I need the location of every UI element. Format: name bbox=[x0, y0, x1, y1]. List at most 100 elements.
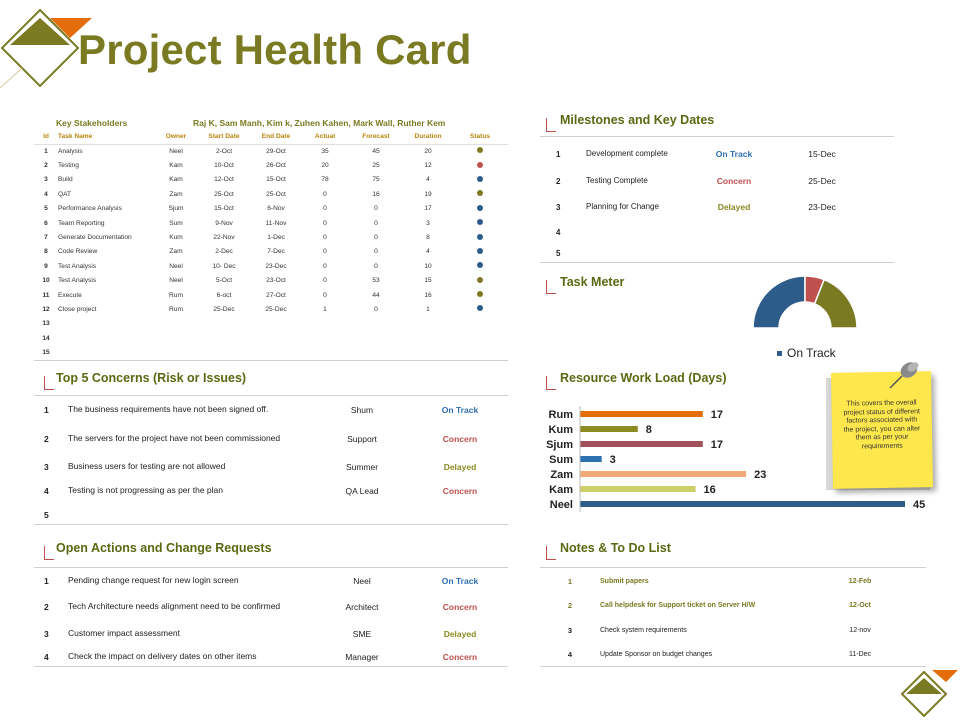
task-forecast: 0 bbox=[374, 219, 378, 227]
concerns-divider-bottom bbox=[34, 524, 508, 525]
task-start-date: 25-Oct bbox=[214, 190, 234, 198]
note-number: 1 bbox=[567, 576, 573, 586]
action-owner: Manager bbox=[345, 652, 379, 662]
task-id: 3 bbox=[44, 176, 48, 184]
task-task-name: Execute bbox=[58, 291, 82, 299]
workload-category-label: Zam bbox=[550, 469, 573, 481]
task-task-name: Test Analysis bbox=[58, 262, 97, 270]
task-task-name bbox=[58, 317, 154, 331]
workload-bar bbox=[580, 486, 696, 492]
task-actual: 0 bbox=[323, 262, 327, 270]
task-task-name: Close project bbox=[58, 305, 97, 313]
concern-status: Delayed bbox=[443, 462, 477, 472]
task-actual bbox=[302, 331, 348, 345]
milestone-number: 3 bbox=[556, 202, 561, 212]
note-date: 12-nov bbox=[849, 626, 871, 634]
page-title: Project Health Card bbox=[78, 26, 472, 73]
task-owner: Kum bbox=[169, 234, 183, 242]
workload-value-label: 23 bbox=[754, 469, 766, 481]
task-forecast: 0 bbox=[374, 234, 378, 242]
task-task-name bbox=[58, 345, 154, 359]
task-start-date bbox=[198, 317, 250, 331]
note-text: Call helpdesk for Support ticket on Serv… bbox=[600, 601, 756, 609]
task-meter-legend: On Track bbox=[777, 346, 836, 360]
col-duration: Duration bbox=[404, 129, 452, 145]
concern-text: The business requirements have not been … bbox=[68, 404, 269, 415]
task-end-date: 25-Dec bbox=[265, 305, 287, 313]
task-row: 6 Team Reporting Sum 9-Nov 11-Nov 0 0 3 bbox=[34, 216, 508, 230]
task-row: 5 Performance Analysis Sjum 15-Oct 6-Nov 0 0 17 bbox=[34, 202, 508, 216]
task-owner: Sum bbox=[169, 219, 183, 227]
task-status bbox=[452, 158, 508, 172]
task-id: 15 bbox=[42, 349, 50, 357]
milestone-status: Concern bbox=[716, 176, 752, 186]
task-owner: Zam bbox=[169, 190, 183, 198]
milestone-name: Development complete bbox=[586, 148, 668, 158]
task-end-date: 23-Oct bbox=[266, 277, 286, 285]
action-owner: SME bbox=[352, 629, 372, 639]
milestone-row: 3 Planning for Change Delayed 23-Dec bbox=[556, 194, 894, 220]
milestone-status: On Track bbox=[715, 149, 753, 159]
task-table: Id Task Name Owner Start Date End Date A… bbox=[34, 129, 508, 361]
milestone-number: 1 bbox=[556, 149, 561, 159]
task-end-date: 6-Nov bbox=[267, 205, 285, 213]
concerns-divider-top bbox=[34, 395, 508, 396]
workload-bar bbox=[580, 471, 747, 477]
col-status: Status bbox=[452, 129, 508, 145]
status-dot-icon bbox=[477, 190, 483, 197]
status-dot-icon bbox=[477, 161, 483, 168]
milestones-bracket bbox=[546, 118, 556, 132]
actions-divider-top bbox=[34, 567, 508, 568]
actions-divider-bottom bbox=[34, 666, 508, 667]
task-owner: Neel bbox=[169, 277, 183, 285]
task-id: 10 bbox=[42, 277, 50, 285]
task-forecast: 0 bbox=[374, 248, 378, 256]
status-dot-icon bbox=[477, 147, 483, 154]
task-forecast bbox=[348, 331, 404, 345]
notes-heading: Notes & To Do List bbox=[560, 541, 671, 555]
col-task-name: Task Name bbox=[58, 129, 154, 145]
task-start-date: 2-Dec bbox=[215, 248, 233, 256]
workload-category-label: Neel bbox=[550, 499, 573, 511]
task-table-header: Id Task Name Owner Start Date End Date A… bbox=[34, 129, 508, 145]
task-row: 13 bbox=[34, 317, 508, 331]
task-row: 1 Analysis Neel 2-Oct 29-Oct 35 45 20 bbox=[34, 144, 508, 158]
task-owner bbox=[154, 345, 198, 359]
task-end-date: 11-Nov bbox=[265, 219, 287, 227]
task-task-name bbox=[58, 331, 154, 345]
task-duration: 19 bbox=[424, 190, 432, 198]
task-end-date: 1-Dec bbox=[267, 234, 285, 242]
task-row: 3 Build Kam 12-Oct 15-Oct 78 75 4 bbox=[34, 173, 508, 187]
workload-bracket bbox=[546, 376, 556, 390]
workload-bar bbox=[580, 426, 638, 432]
task-end-date bbox=[250, 317, 302, 331]
workload-heading: Resource Work Load (Days) bbox=[560, 371, 727, 385]
col-forecast: Forecast bbox=[348, 129, 404, 145]
pushpin-icon bbox=[889, 362, 919, 389]
concerns-bracket bbox=[44, 376, 54, 390]
task-task-name: Performance Analysis bbox=[58, 205, 122, 213]
task-duration: 16 bbox=[424, 291, 432, 299]
task-start-date: 10-Oct bbox=[214, 162, 234, 170]
milestone-row: 5 bbox=[556, 244, 894, 262]
action-text: Tech Architecture needs alignment need t… bbox=[68, 601, 281, 612]
note-text: Check system requirements bbox=[600, 626, 687, 634]
sticky-note-text: This covers the overall project status o… bbox=[843, 399, 921, 451]
actions-bracket bbox=[44, 546, 54, 560]
task-task-name: Code Review bbox=[58, 248, 98, 256]
milestone-number: 4 bbox=[556, 227, 561, 237]
task-duration: 4 bbox=[426, 176, 430, 184]
task-id: 1 bbox=[44, 147, 48, 155]
task-row: 7 Generate Documentation Kum 22-Nov 1-Dec 0 0 8 bbox=[34, 230, 508, 244]
workload-chart: Rum 17 Kum 8 Sjum 17 Sum 3 Zam 23 Kam 16 Neel 45 bbox=[546, 406, 925, 512]
task-actual: 0 bbox=[323, 291, 327, 299]
milestone-status: Delayed bbox=[717, 202, 751, 212]
task-duration: 10 bbox=[424, 262, 432, 270]
note-row: 2 Call helpdesk for Support ticket on Ser… bbox=[540, 592, 926, 618]
task-actual: 0 bbox=[323, 190, 327, 198]
milestone-date: 23-Dec bbox=[808, 202, 836, 212]
task-row: 8 Code Review Zam 2-Dec 7-Dec 0 0 4 bbox=[34, 245, 508, 259]
task-owner: Sjum bbox=[168, 205, 184, 213]
task-id: 4 bbox=[44, 190, 48, 198]
meter-slice bbox=[752, 275, 806, 329]
